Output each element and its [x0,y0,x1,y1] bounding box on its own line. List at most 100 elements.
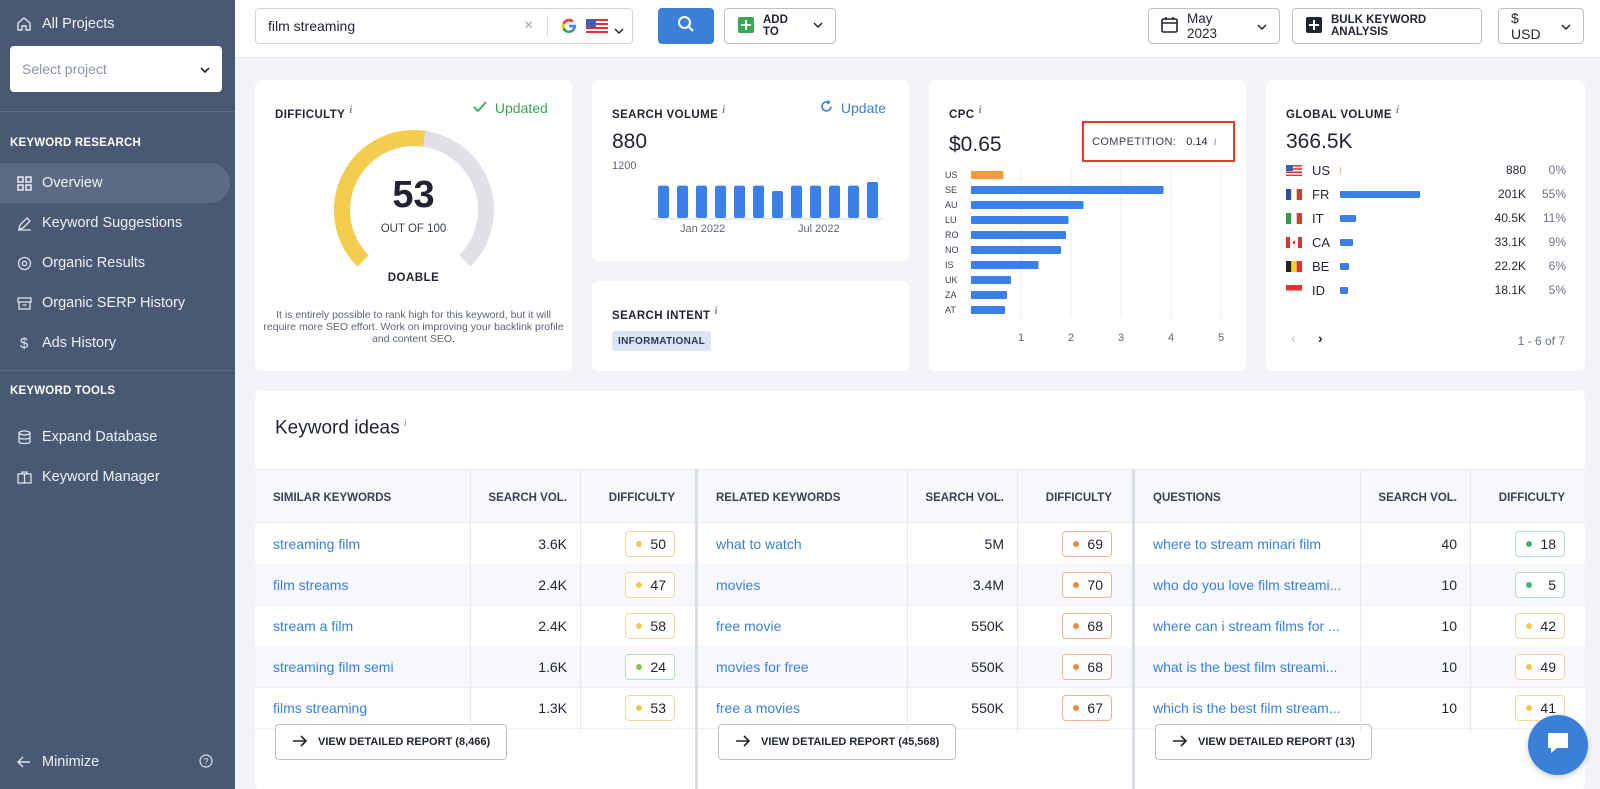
updated-label: Updated [494,100,548,116]
difficulty-dot [1526,541,1532,547]
bulk-keyword-analysis-button[interactable]: BULK KEYWORD ANALYSIS [1292,8,1482,44]
keyword-link[interactable]: movies [716,577,761,593]
global-volume-value: 366.5K [1286,130,1353,153]
difficulty-score: 53 [392,174,435,216]
keyword-link[interactable]: which is the best film stream... [1153,700,1341,716]
table-row: streaming film semi 1.6K 24 [255,646,695,688]
briefcase-icon [16,469,32,485]
project-select[interactable]: Select project [10,46,222,92]
search-volume: 5M [984,536,1004,552]
volume-bar [734,185,745,218]
sidebar-item-overview[interactable]: Overview [0,163,230,203]
global-volume-bar [1340,215,1356,222]
keyword-link[interactable]: films streaming [273,700,368,716]
search-button[interactable] [658,8,714,44]
keyword-link[interactable]: what is the best film streami... [1153,659,1338,675]
keyword-search-input[interactable]: film streaming × [255,8,633,44]
sidebar-item-organic-serp-history[interactable]: Organic SERP History [0,283,230,323]
clear-icon[interactable]: × [524,17,534,34]
view-detailed-report-button[interactable]: VIEW DETAILED REPORT (8,466) [275,724,508,760]
cpc-value: $0.65 [949,133,1002,156]
keyword-link[interactable]: where to stream minari film [1153,536,1322,552]
table-row: film streams 2.4K 47 [255,564,695,606]
all-projects-label: All Projects [42,16,115,32]
difficulty-dot [1073,705,1079,711]
cpc-bar [971,171,1004,179]
keyword-link[interactable]: what to watch [716,536,802,552]
cpc-axis-tick: 1 [1018,332,1024,344]
info-icon: i [722,104,726,116]
difficulty-gauge [334,130,494,267]
keyword-link[interactable]: streaming film [273,536,361,552]
currency-select[interactable]: $ USD [1498,8,1584,44]
difficulty-badge: 24 [625,654,675,680]
search-volume-title: SEARCH VOLUME i [612,104,726,121]
keyword-link[interactable]: who do you love film streami... [1153,577,1342,593]
sidebar-divider [0,370,235,371]
sidebar-item-keyword-suggestions[interactable]: Keyword Suggestions [0,203,230,243]
cpc-country-label: US [945,170,958,180]
country-pct: 55% [1541,187,1566,201]
difficulty-dot [1073,664,1079,670]
global-volume-bar [1340,167,1341,174]
sidebar-item-ads-history[interactable]: $ Ads History [0,323,230,363]
intent-badge: INFORMATIONAL [612,331,712,351]
sidebar-item-label: Organic SERP History [42,295,186,311]
difficulty-badge: 50 [625,531,675,557]
arrow-right-icon [735,734,751,750]
sidebar-item-organic-results[interactable]: Organic Results [0,243,230,283]
table-row: movies 3.4M 70 [698,564,1132,606]
keyword-link[interactable]: stream a film [273,618,354,634]
view-detailed-report-button[interactable]: VIEW DETAILED REPORT (45,568) [718,724,957,760]
help-icon[interactable]: ? [199,754,213,773]
difficulty-header: DIFFICULTY [608,492,675,504]
update-button[interactable]: Update [820,100,886,116]
difficulty-header: DIFFICULTY [1498,492,1565,504]
keyword-link[interactable]: where can i stream films for ... [1153,618,1340,634]
chevron-down-icon[interactable] [614,22,624,38]
keyword-link[interactable]: free a movies [716,700,801,716]
global-volume-row: US 880 0% [1286,160,1566,180]
chat-icon [1545,731,1571,760]
cell-separator [580,469,581,733]
chat-button[interactable] [1528,715,1588,775]
cpc-bar [971,261,1039,269]
global-volume-title: GLOBAL VOLUME i [1286,104,1400,121]
cpc-bar [971,201,1084,209]
sidebar-item-expand-database[interactable]: Expand Database [0,417,230,457]
country-pct: 0% [1548,163,1566,177]
sidebar-item-label: Keyword Manager [42,469,160,485]
volume-bar [829,185,840,218]
keyword-link[interactable]: streaming film semi [273,659,394,675]
prev-page-icon[interactable]: ‹ [1291,330,1296,346]
search-volume: 550K [971,659,1004,675]
cpc-country-label: ZA [945,290,957,300]
column-title: SIMILAR KEYWORDS [273,492,392,504]
sidebar: All Projects Select project KEYWORD RESE… [0,0,235,789]
sidebar-item-label: Organic Results [42,255,146,271]
all-projects-link[interactable]: All Projects [0,4,230,44]
difficulty-value: 50 [650,536,666,552]
keyword-link[interactable]: movies for free [716,659,809,675]
google-icon [561,18,577,37]
table-row: what to watch 5M 69 [698,523,1132,565]
search-volume: 1.3K [538,700,567,716]
chevron-down-icon [1257,19,1267,34]
search-volume: 1.6K [538,659,567,675]
view-detailed-report-button[interactable]: VIEW DETAILED REPORT (13) [1155,724,1372,760]
keyword-ideas-card: Keyword ideas i SIMILAR KEYWORDS SEARCH VO… [255,391,1585,789]
add-to-button[interactable]: ADD TO [724,8,836,44]
minimize-button[interactable]: Minimize [0,742,230,782]
table-row: free movie 550K 68 [698,605,1132,647]
keyword-ideas-column: RELATED KEYWORDS SEARCH VOL. DIFFICULTY wha… [698,469,1132,789]
global-volume-bar [1340,287,1348,294]
project-select-placeholder: Select project [22,61,107,77]
keyword-link[interactable]: free movie [716,618,782,634]
cpc-bar [971,291,1007,299]
date-select[interactable]: May 2023 [1148,8,1280,44]
difficulty-header: DIFFICULTY [1045,492,1112,504]
keyword-link[interactable]: film streams [273,577,349,593]
next-page-icon[interactable]: › [1318,330,1323,346]
sidebar-item-keyword-manager[interactable]: Keyword Manager [0,457,230,497]
global-volume-bar [1340,239,1354,246]
